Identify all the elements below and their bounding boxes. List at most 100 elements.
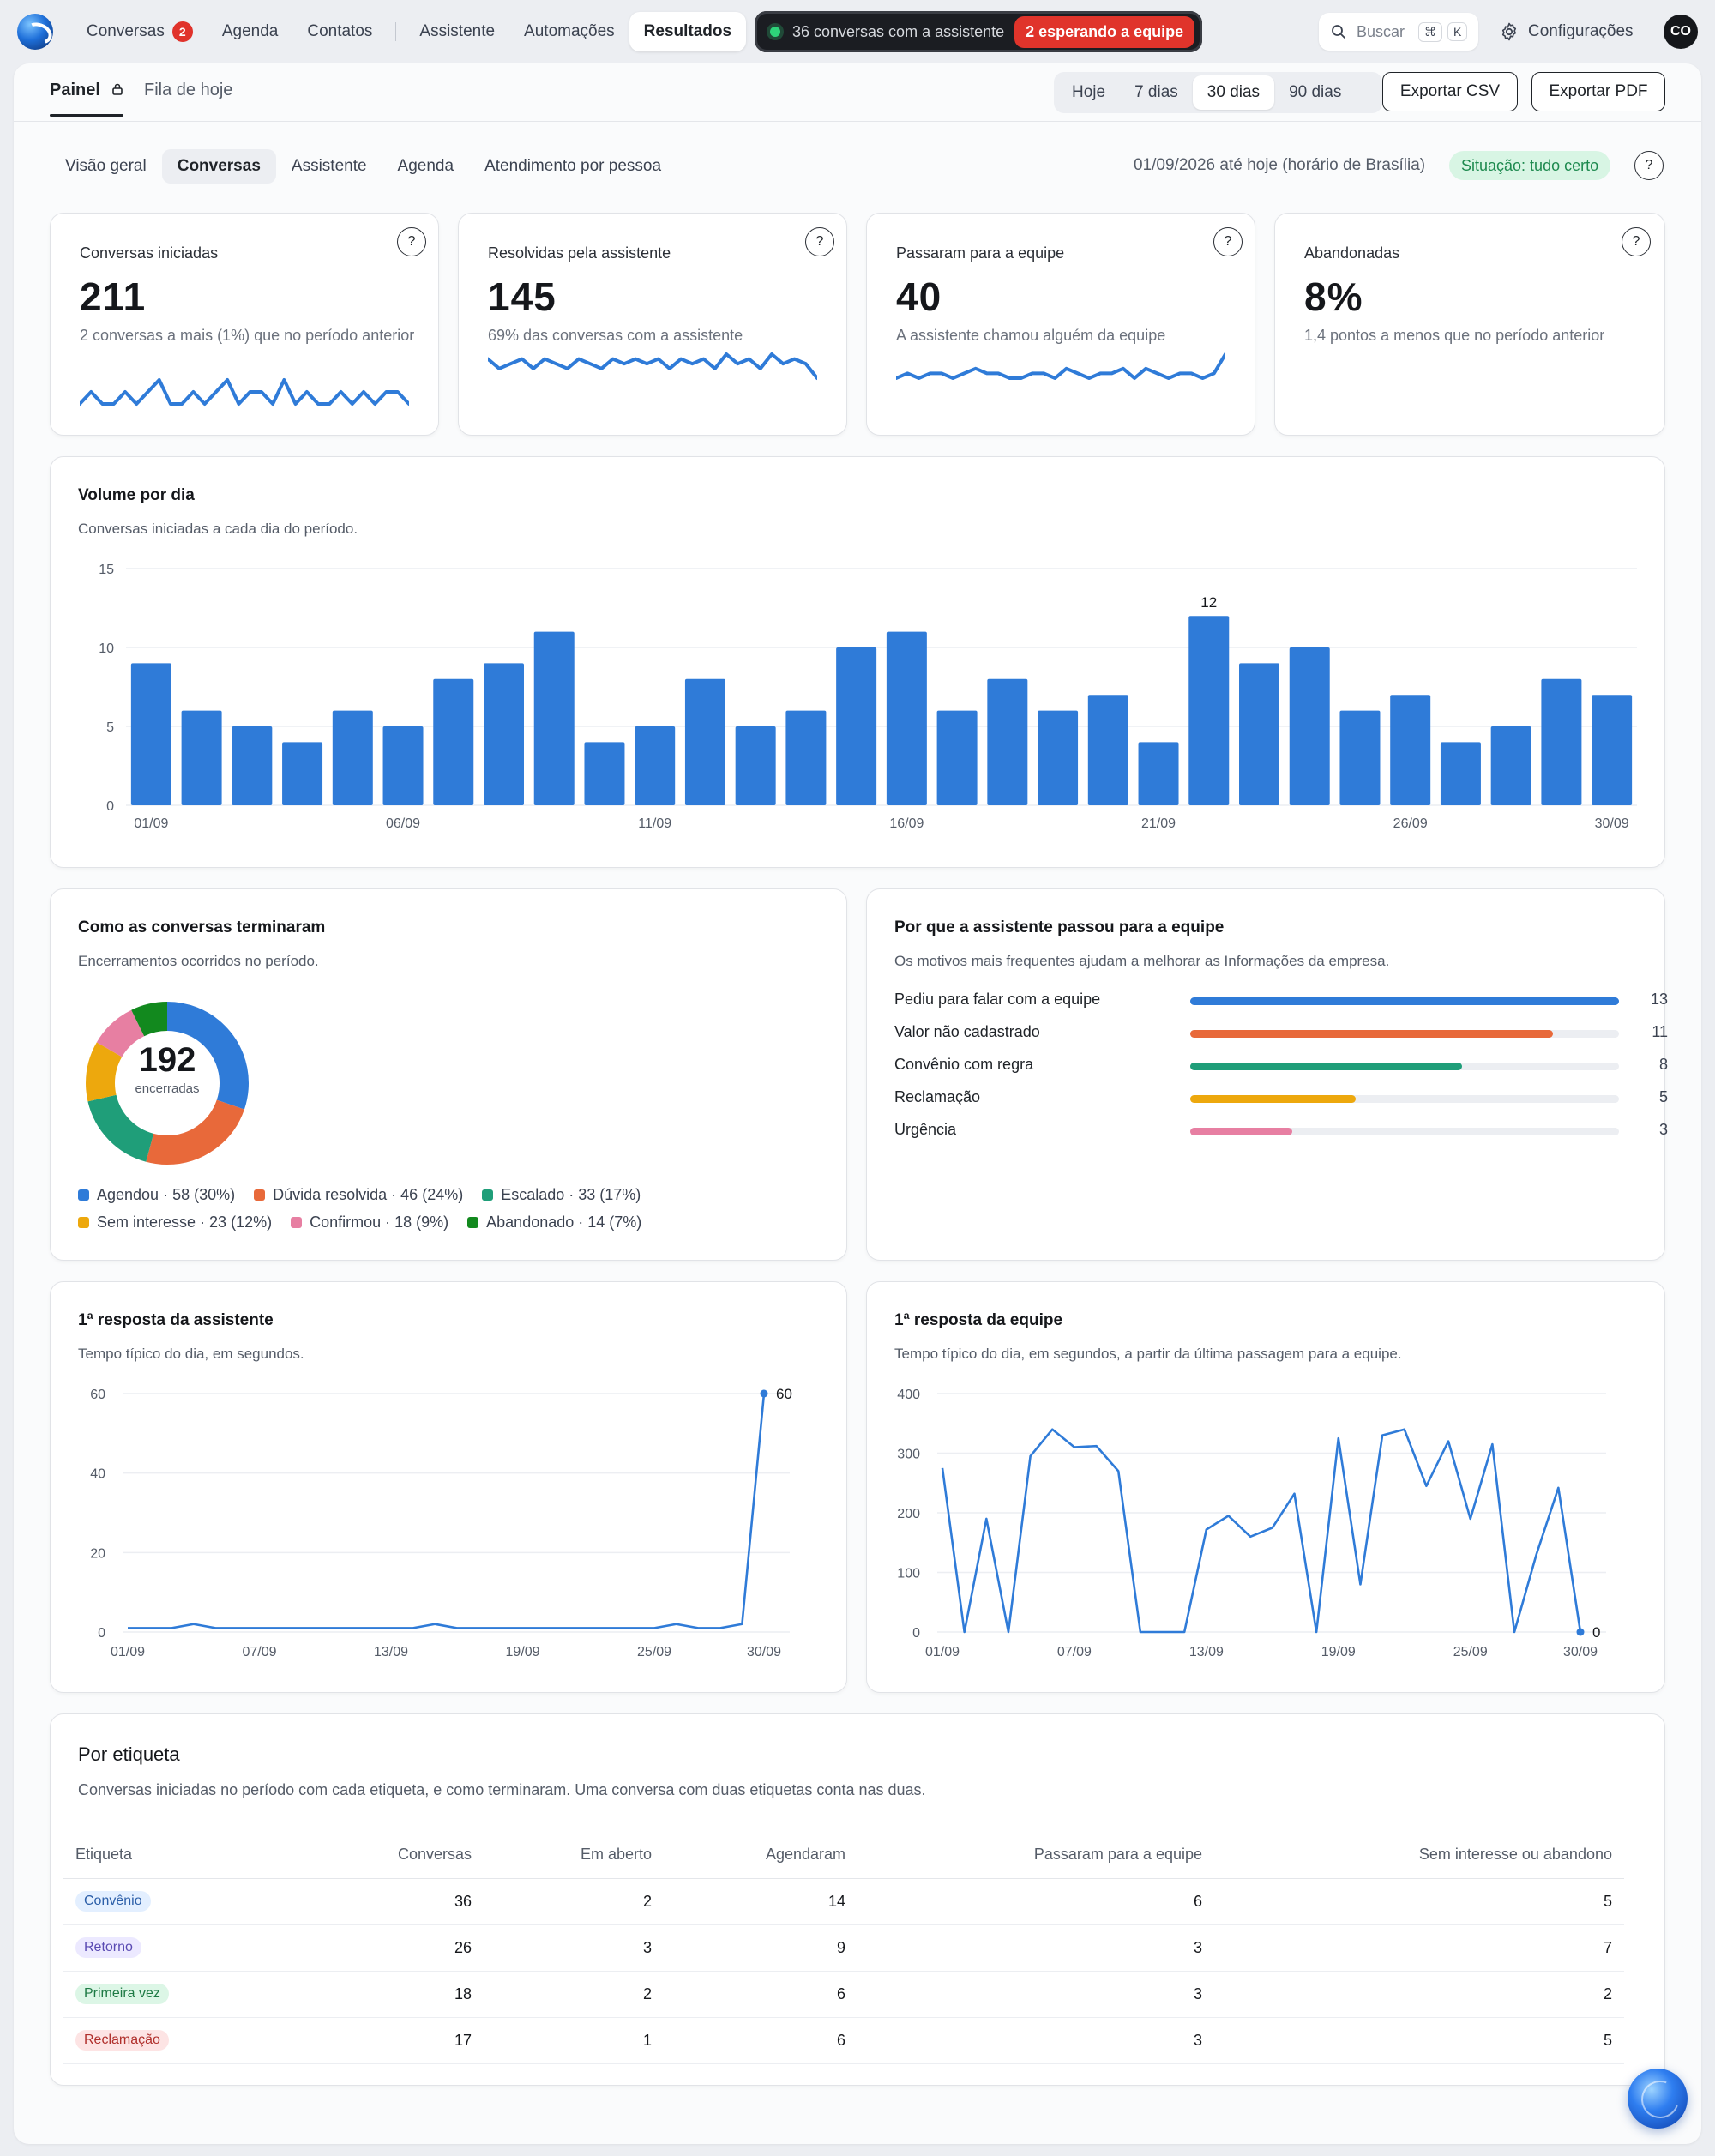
tag-badge[interactable]: Convênio	[75, 1891, 151, 1912]
y-tick-label: 100	[897, 1567, 920, 1581]
kpi-note: 2 conversas a mais (1%) que no período a…	[80, 327, 415, 344]
help-icon[interactable]: ?	[1622, 227, 1651, 256]
team-response-card: 1ª resposta da equipe Tempo típico do di…	[866, 1281, 1665, 1693]
x-tick-label: 30/09	[747, 1645, 781, 1659]
column-header[interactable]: Etiqueta	[63, 1832, 304, 1879]
x-tick-label: 16/09	[889, 816, 924, 831]
range-90-dias[interactable]: 90 dias	[1289, 83, 1342, 101]
x-tick-label: 01/09	[925, 1645, 960, 1659]
nav-resultados[interactable]: Resultados	[629, 12, 747, 51]
tab-conversas[interactable]: Conversas	[161, 149, 276, 184]
tag-cell: Retorno	[63, 1924, 304, 1972]
x-tick-label: 30/09	[1595, 816, 1629, 831]
volume-bar	[1490, 726, 1531, 805]
assistant-orb-button[interactable]	[1628, 2069, 1688, 2129]
range-hoje[interactable]: Hoje	[1072, 83, 1106, 101]
nav-automacoes[interactable]: Automações	[509, 12, 629, 51]
help-icon[interactable]: ?	[1213, 227, 1243, 256]
legend-item: Confirmou · 18 (9%)	[291, 1214, 448, 1232]
outcomes-legend: Sem interesse · 23 (12%) Confirmou · 18 …	[78, 1214, 660, 1232]
export-pdf-button[interactable]: Exportar PDF	[1531, 72, 1665, 111]
volume-bar	[987, 678, 1028, 805]
kpi-card-resolvidas: Resolvidas pela assistente ? 145 69% das…	[458, 213, 847, 436]
tab-visao-geral[interactable]: Visão geral	[65, 157, 147, 175]
reason-bar	[1190, 997, 1619, 1005]
volume-bar	[1541, 678, 1582, 805]
table-cell: 3	[858, 1971, 1214, 2018]
legend-item: Dúvida resolvida · 46 (24%)	[254, 1186, 463, 1204]
volume-bar	[1038, 710, 1079, 805]
x-tick-label: 01/09	[134, 816, 168, 831]
table-row[interactable]: Reclamação 17 1 6 3 5	[63, 2017, 1624, 2064]
range-7-dias[interactable]: 7 dias	[1134, 83, 1178, 101]
table-row[interactable]: Retorno 26 3 9 3 7	[63, 1924, 1624, 1972]
volume-bar	[1289, 647, 1330, 805]
nav-conversas[interactable]: Conversas 2	[72, 12, 208, 51]
export-csv-button[interactable]: Exportar CSV	[1382, 72, 1518, 111]
x-tick-label: 11/09	[638, 816, 671, 831]
settings-button[interactable]: Configurações	[1499, 12, 1634, 51]
nav-assistente[interactable]: Assistente	[405, 12, 509, 51]
outcomes-donut-chart	[86, 1002, 249, 1165]
table-cell: 26	[304, 1924, 484, 1972]
card-title: Por que a assistente passou para a equip…	[894, 918, 1225, 936]
y-tick-label: 0	[912, 1626, 920, 1641]
column-header[interactable]: Em aberto	[484, 1832, 664, 1879]
user-avatar[interactable]: CO	[1664, 15, 1698, 49]
assistant-status-pill[interactable]: 36 conversas com a assistente 2 esperand…	[755, 11, 1202, 52]
kpi-value: 211	[80, 274, 147, 319]
data-label: 60	[776, 1386, 792, 1402]
tab-painel[interactable]: Painel	[50, 81, 124, 117]
range-30-dias[interactable]: 30 dias	[1192, 75, 1275, 110]
period-text: 01/09/2026 até hoje (horário de Brasília…	[1134, 156, 1426, 174]
table-cell: 1	[484, 2017, 664, 2064]
card-subtitle: Os motivos mais frequentes ajudam a melh…	[894, 953, 1390, 969]
tab-fila-de-hoje[interactable]: Fila de hoje	[144, 81, 232, 100]
main-nav-links: Conversas 2 Agenda Contatos Assistente A…	[72, 12, 747, 51]
reason-bar-track	[1190, 1030, 1619, 1038]
help-icon[interactable]: ?	[397, 227, 426, 256]
tag-badge[interactable]: Retorno	[75, 1937, 141, 1958]
tab-assistente[interactable]: Assistente	[291, 157, 367, 175]
table-cell: 3	[858, 1924, 1214, 1972]
table-row[interactable]: Convênio 36 2 14 6 5	[63, 1878, 1624, 1925]
legend-swatch	[254, 1189, 266, 1201]
donut-slice	[86, 1002, 249, 1165]
table-cell: 2	[484, 1971, 664, 2018]
column-header[interactable]: Passaram para a equipe	[858, 1832, 1214, 1879]
nav-label: Agenda	[221, 22, 279, 40]
reason-value: 11	[1652, 1023, 1668, 1040]
nav-divider	[395, 22, 397, 41]
shortcut-key-k: K	[1447, 22, 1468, 41]
tab-agenda[interactable]: Agenda	[397, 157, 454, 175]
card-subtitle: Tempo típico do dia, em segundos, a part…	[894, 1346, 1402, 1362]
x-tick-label: 26/09	[1393, 816, 1428, 831]
tag-badge[interactable]: Primeira vez	[75, 1984, 169, 2004]
table-cell: 2	[484, 1878, 664, 1925]
nav-agenda[interactable]: Agenda	[208, 12, 293, 51]
column-header[interactable]: Agendaram	[664, 1832, 858, 1879]
reason-label: Reclamação	[894, 1088, 981, 1105]
waiting-team-badge[interactable]: 2 esperando a equipe	[1014, 15, 1195, 48]
search-button[interactable]: Buscar ⌘ K	[1319, 13, 1478, 51]
legend-label: Abandonado · 14 (7%)	[486, 1214, 642, 1231]
column-header[interactable]: Conversas	[304, 1832, 484, 1879]
help-icon[interactable]: ?	[1634, 151, 1664, 180]
tab-atendimento-por-pessoa[interactable]: Atendimento por pessoa	[484, 157, 662, 175]
nav-contatos[interactable]: Contatos	[292, 12, 387, 51]
reason-bar-track	[1190, 1095, 1619, 1103]
legend-swatch	[78, 1189, 89, 1201]
tag-badge[interactable]: Reclamação	[75, 2030, 169, 2051]
app-logo[interactable]	[17, 14, 53, 50]
volume-bar	[684, 678, 725, 805]
help-icon[interactable]: ?	[805, 227, 834, 256]
volume-bar	[181, 710, 222, 805]
column-header[interactable]: Sem interesse ou abandono	[1214, 1832, 1624, 1879]
legend-label: Agendou · 58 (30%)	[97, 1186, 236, 1203]
table-row[interactable]: Primeira vez 18 2 6 3 2	[63, 1971, 1624, 2018]
end-point	[760, 1389, 768, 1398]
kpi-value: 40	[896, 274, 942, 319]
volume-bar	[735, 726, 776, 805]
nav-label: Assistente	[419, 22, 496, 40]
volume-bar	[584, 742, 625, 805]
